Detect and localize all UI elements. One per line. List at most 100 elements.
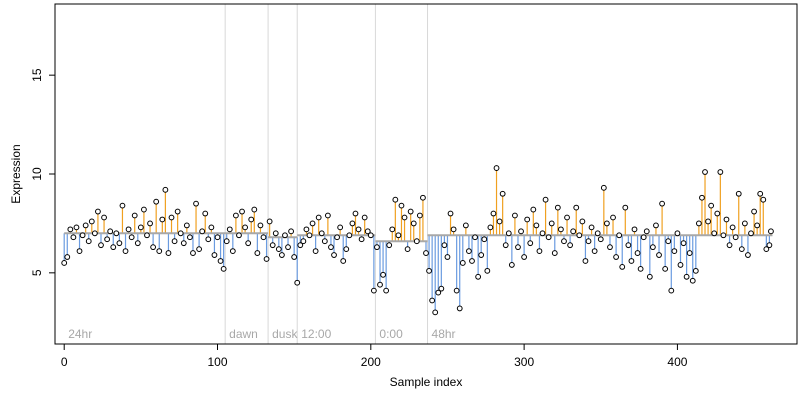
data-point — [487, 224, 494, 231]
data-point — [67, 226, 74, 233]
data-point — [591, 248, 598, 254]
data-point — [726, 242, 733, 249]
x-axis-label: Sample index — [390, 375, 463, 389]
data-point — [695, 220, 702, 227]
data-point — [453, 287, 460, 294]
data-point — [383, 287, 390, 294]
data-point — [567, 242, 574, 249]
region-label: 12:00 — [301, 327, 331, 341]
data-point — [429, 297, 436, 304]
data-point — [702, 169, 708, 175]
data-point — [410, 220, 417, 227]
data-point — [426, 267, 432, 274]
data-point — [141, 206, 147, 213]
data-point — [604, 220, 610, 227]
region-label: 24hr — [68, 327, 92, 341]
data-point — [82, 222, 89, 229]
data-point — [738, 246, 745, 253]
data-point — [444, 254, 451, 260]
data-point — [202, 210, 209, 217]
data-point — [521, 254, 528, 260]
data-point — [714, 210, 721, 217]
data-point — [597, 236, 604, 243]
data-point — [251, 206, 258, 213]
data-point — [91, 230, 98, 237]
data-point — [150, 244, 157, 251]
data-point — [226, 226, 233, 233]
data-point — [432, 309, 439, 316]
data-point — [380, 271, 386, 278]
data-point — [324, 212, 331, 219]
data-point — [554, 204, 561, 211]
data-point — [107, 228, 114, 235]
data-point — [233, 212, 239, 219]
data-point — [177, 230, 184, 237]
data-point — [594, 230, 601, 237]
data-point — [272, 230, 279, 237]
data-point — [416, 212, 423, 219]
y-tick-label: 10 — [30, 167, 44, 181]
data-point — [156, 248, 163, 254]
data-point — [499, 190, 506, 197]
plot-frame — [54, 3, 798, 345]
data-point — [334, 234, 340, 241]
data-point — [119, 202, 126, 209]
data-point — [610, 214, 616, 221]
data-point — [407, 208, 414, 215]
data-point — [199, 228, 206, 235]
data-point — [435, 289, 442, 296]
x-tick-label: 200 — [361, 355, 381, 369]
data-point — [263, 256, 270, 262]
data-point — [576, 232, 583, 239]
data-point — [490, 210, 497, 217]
data-point — [708, 202, 715, 209]
data-point — [131, 212, 138, 219]
data-point — [585, 238, 592, 245]
data-point — [318, 230, 325, 237]
data-point — [466, 248, 472, 254]
data-point — [692, 267, 699, 274]
data-point — [196, 246, 203, 253]
data-point — [110, 244, 117, 251]
data-point — [686, 250, 693, 256]
region-label: dusk — [272, 327, 298, 341]
data-point — [300, 238, 307, 245]
data-point — [637, 265, 644, 272]
data-point — [404, 246, 411, 253]
data-point — [229, 248, 236, 254]
data-point — [122, 248, 129, 254]
data-point — [180, 240, 187, 247]
data-point — [245, 240, 252, 247]
data-point — [757, 190, 764, 197]
data-point — [208, 224, 215, 231]
x-tick-label: 100 — [207, 355, 227, 369]
data-point — [104, 236, 111, 243]
data-point — [551, 250, 558, 256]
data-point — [236, 232, 242, 239]
data-point — [760, 196, 767, 203]
data-point — [545, 234, 552, 241]
data-point — [392, 196, 399, 203]
data-point — [484, 267, 491, 274]
data-point — [668, 287, 675, 294]
data-point — [211, 252, 218, 258]
data-point — [162, 186, 169, 193]
data-point — [508, 262, 515, 268]
data-point — [711, 230, 718, 237]
data-point — [174, 208, 181, 215]
data-point — [561, 238, 567, 245]
data-point — [153, 198, 160, 205]
data-point — [472, 234, 478, 241]
data-point — [683, 273, 690, 280]
data-point — [634, 250, 641, 256]
data-point — [297, 242, 304, 249]
data-point — [312, 248, 319, 254]
data-point — [64, 254, 71, 260]
data-point — [116, 240, 123, 247]
data-point — [306, 232, 313, 239]
data-point — [579, 218, 586, 225]
data-point — [729, 224, 736, 231]
data-point — [205, 236, 212, 243]
data-point — [539, 230, 546, 237]
data-point — [303, 226, 310, 233]
